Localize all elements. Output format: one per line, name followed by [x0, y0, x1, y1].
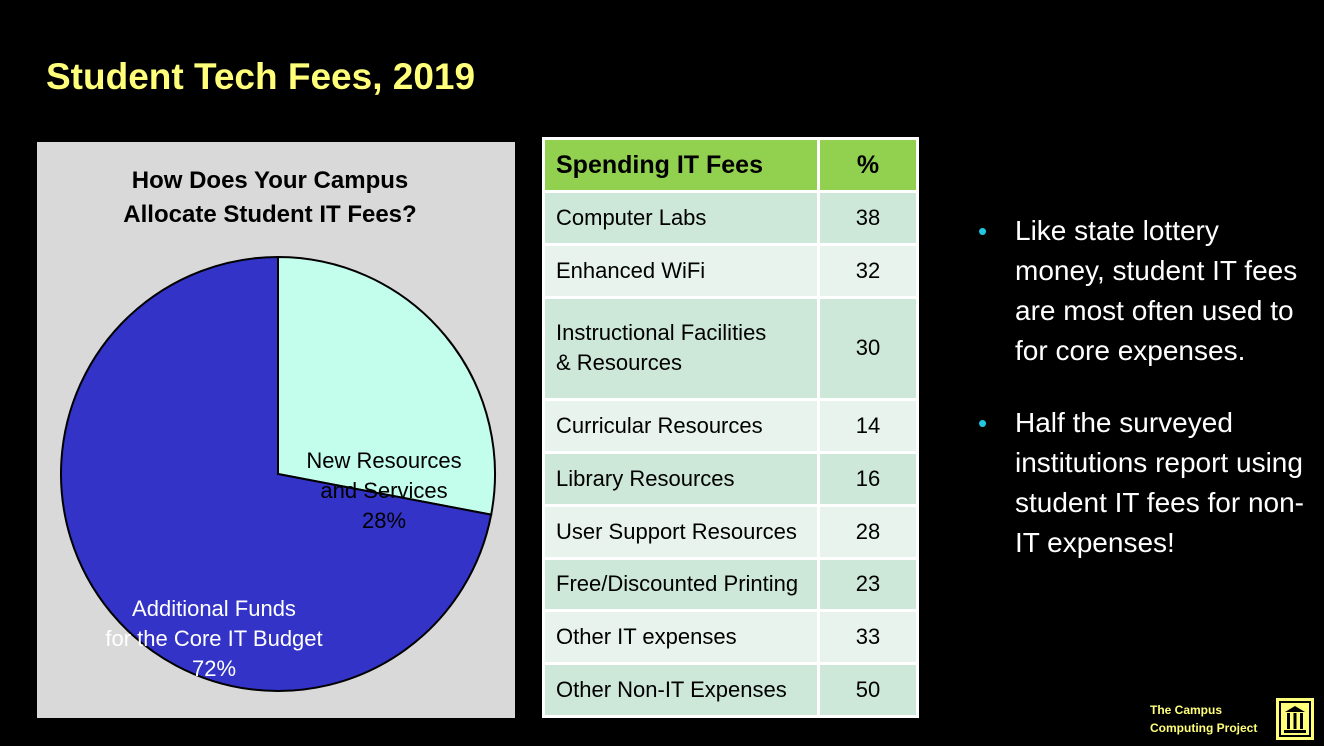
- row-label: Free/Discounted Printing: [545, 559, 817, 610]
- table-row: Free/Discounted Printing 23: [545, 559, 916, 610]
- row-label: Other Non-IT Expenses: [545, 665, 817, 715]
- table-row: User Support Resources 28: [545, 506, 916, 557]
- row-label: Other IT expenses: [545, 612, 817, 663]
- row-label: Computer Labs: [545, 193, 817, 243]
- pie-title-line-1: How Does Your Campus: [132, 167, 409, 194]
- slide-title: Student Tech Fees, 2019: [46, 56, 476, 97]
- table-row: Other IT expenses 33: [545, 612, 916, 663]
- row-value: 30: [820, 298, 916, 399]
- logo-text: The Campus Computing Project: [1150, 701, 1274, 737]
- spending-table-container: Spending IT Fees % Computer Labs 38 Enhanc…: [542, 137, 919, 718]
- pie-slice-label-1-line-2: 72%: [192, 656, 236, 681]
- table-row: Other Non-IT Expenses 50: [545, 665, 916, 715]
- table-row: Computer Labs 38: [545, 193, 916, 243]
- row-label-line: & Resources: [556, 350, 682, 376]
- table-header-row: Spending IT Fees %: [545, 140, 916, 190]
- table-row: Enhanced WiFi 32: [545, 245, 916, 296]
- pie-slice-0: [277, 255, 496, 516]
- bullet-item: • Half the surveyed institutions report …: [978, 403, 1308, 563]
- bullet-text: Half the surveyed institutions report us…: [1015, 407, 1304, 558]
- spending-table: Spending IT Fees % Computer Labs 38 Enhanc…: [542, 137, 919, 718]
- row-value: 38: [820, 193, 916, 243]
- pie-slice-label-1-line-1: for the Core IT Budget: [105, 626, 322, 651]
- row-label: Instructional Facilities & Resources: [545, 298, 817, 399]
- row-value: 23: [820, 559, 916, 610]
- bullet-dot-icon: •: [978, 408, 988, 438]
- row-value: 33: [820, 612, 916, 663]
- row-value: 14: [820, 401, 916, 451]
- logo-line-2: Computing Project: [1150, 721, 1258, 735]
- table-row: Instructional Facilities & Resources 30: [545, 298, 916, 399]
- row-label: Curricular Resources: [545, 401, 817, 451]
- pie-slice-label-1-line-0: Additional Funds: [132, 596, 296, 621]
- pie-slice-1: [60, 255, 493, 692]
- row-value: 16: [820, 453, 916, 504]
- row-label-line: Instructional Facilities: [556, 320, 767, 346]
- pie-title-line-2: Allocate Student IT Fees?: [123, 201, 416, 228]
- pie-slice-label-0-line-0: New Resources: [306, 448, 461, 473]
- column-header-percent: %: [820, 140, 916, 190]
- row-value: 32: [820, 245, 916, 296]
- pie-chart-panel: How Does Your Campus Allocate Student IT…: [37, 142, 515, 718]
- bullet-dot-icon: •: [978, 216, 988, 246]
- campus-building-icon: [1276, 698, 1314, 740]
- table-row: Curricular Resources 14: [545, 401, 916, 451]
- row-label: Library Resources: [545, 453, 817, 504]
- table-row: Library Resources 16: [545, 453, 916, 504]
- pie-chart: How Does Your Campus Allocate Student IT…: [60, 167, 496, 692]
- logo-line-1: The Campus: [1150, 703, 1223, 717]
- column-header-spending: Spending IT Fees: [545, 140, 817, 190]
- pie-slice-label-0-line-2: 28%: [362, 508, 406, 533]
- row-label: Enhanced WiFi: [545, 245, 817, 296]
- pie-slice-label-0-line-1: and Services: [320, 478, 447, 503]
- bullet-item: • Like state lottery money, student IT f…: [978, 211, 1308, 371]
- bullet-list: • Like state lottery money, student IT f…: [978, 211, 1308, 595]
- row-value: 50: [820, 665, 916, 715]
- bullet-text: Like state lottery money, student IT fee…: [1015, 215, 1298, 366]
- campus-computing-logo: The Campus Computing Project: [1150, 698, 1320, 741]
- row-label: User Support Resources: [545, 506, 817, 557]
- row-value: 28: [820, 506, 916, 557]
